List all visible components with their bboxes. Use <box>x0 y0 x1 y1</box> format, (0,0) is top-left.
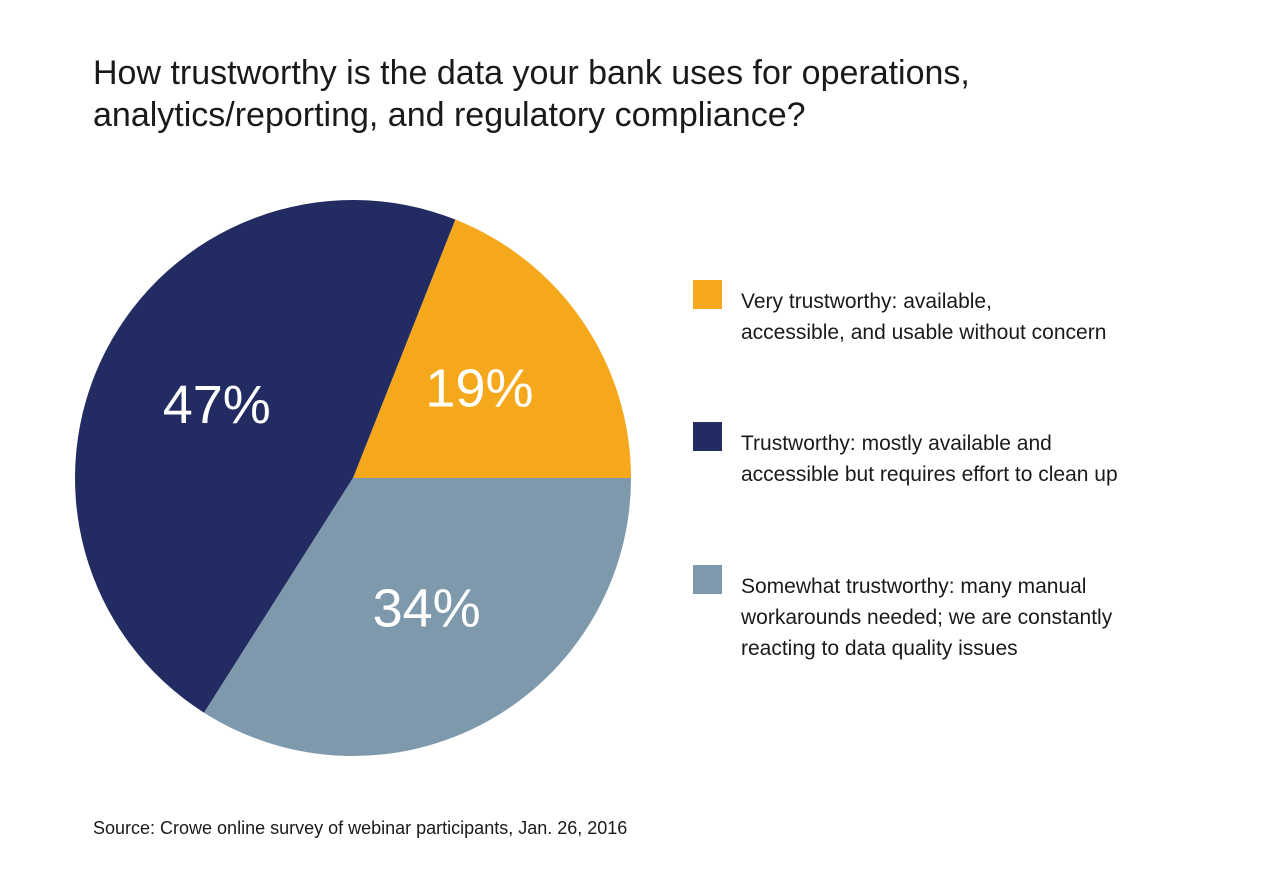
pie-label-trustworthy: 47% <box>163 375 271 435</box>
legend-swatch-trustworthy <box>693 422 722 451</box>
legend-label-very-trustworthy: Very trustworthy: available, accessible,… <box>741 290 1107 344</box>
legend-swatch-somewhat-trustworthy <box>693 565 722 594</box>
legend-item-very-trustworthy: Very trustworthy: available, accessible,… <box>693 280 1253 380</box>
legend-item-trustworthy: Trustworthy: mostly available and access… <box>693 422 1253 522</box>
legend-item-somewhat-trustworthy: Somewhat trustworthy: many manual workar… <box>693 565 1253 665</box>
pie-label-very-trustworthy: 19% <box>425 358 533 418</box>
pie-slice-very-trustworthy <box>353 219 631 478</box>
legend-label-trustworthy: Trustworthy: mostly available and access… <box>741 432 1118 486</box>
chart-title: How trustworthy is the data your bank us… <box>93 54 970 134</box>
pie-label-somewhat-trustworthy: 34% <box>373 578 481 638</box>
legend-label-somewhat-trustworthy: Somewhat trustworthy: many manual workar… <box>741 575 1113 660</box>
source-note: Source: Crowe online survey of webinar p… <box>93 818 628 838</box>
legend-swatch-very-trustworthy <box>693 280 722 309</box>
pie-slice-somewhat-trustworthy <box>204 478 631 756</box>
pie-slice-trustworthy <box>75 200 456 713</box>
